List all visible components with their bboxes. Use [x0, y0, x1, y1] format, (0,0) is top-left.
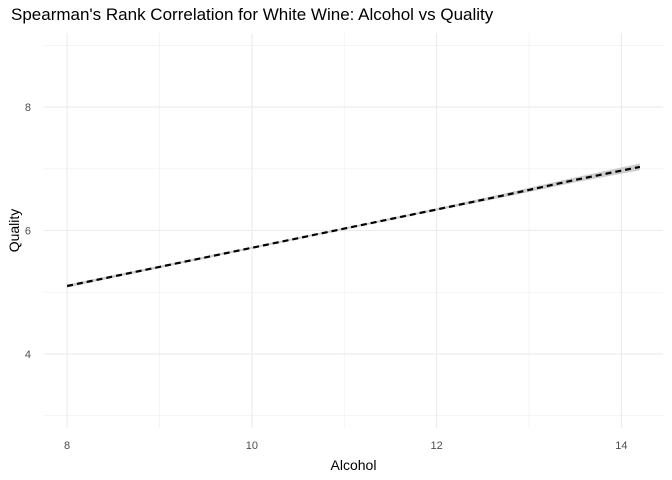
y-axis-title: Quality: [6, 209, 22, 253]
chart-title: Spearman's Rank Correlation for White Wi…: [11, 5, 494, 24]
x-axis-title: Alcohol: [331, 457, 377, 473]
trend-line: [66, 165, 641, 288]
x-tick-label: 12: [431, 440, 443, 452]
x-tick-label: 14: [615, 440, 627, 452]
grid-lines: [44, 33, 663, 428]
confidence-band: [67, 163, 640, 288]
tick-labels: 8 10 12 14 4 6 8: [25, 102, 628, 452]
x-tick-label: 8: [64, 440, 70, 452]
y-tick-label: 8: [25, 102, 31, 114]
trend-line-layer: [66, 165, 641, 288]
x-tick-label: 10: [246, 440, 258, 452]
confidence-band-layer: [67, 163, 640, 288]
y-tick-label: 4: [25, 349, 31, 361]
y-tick-label: 6: [25, 226, 31, 238]
